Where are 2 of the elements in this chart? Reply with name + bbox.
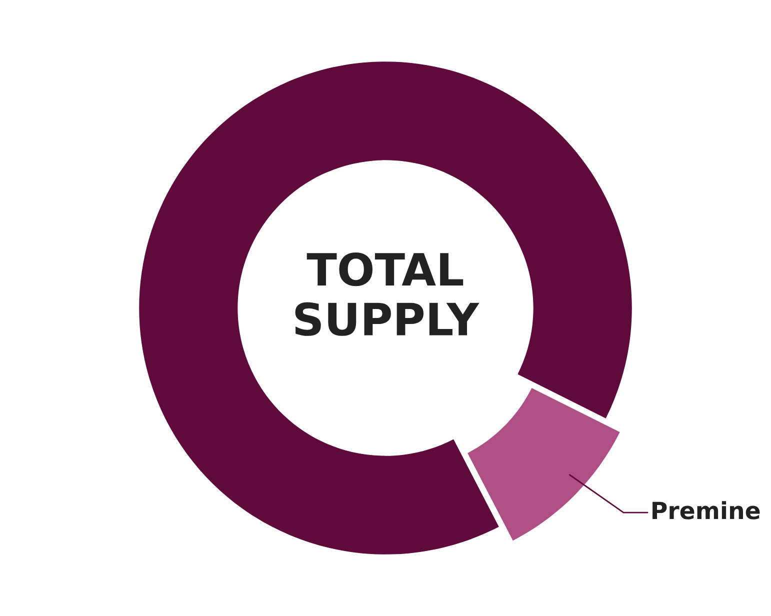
slice-label: Premine xyxy=(652,501,760,520)
text: TOTAL SUPPLY xyxy=(295,252,480,336)
